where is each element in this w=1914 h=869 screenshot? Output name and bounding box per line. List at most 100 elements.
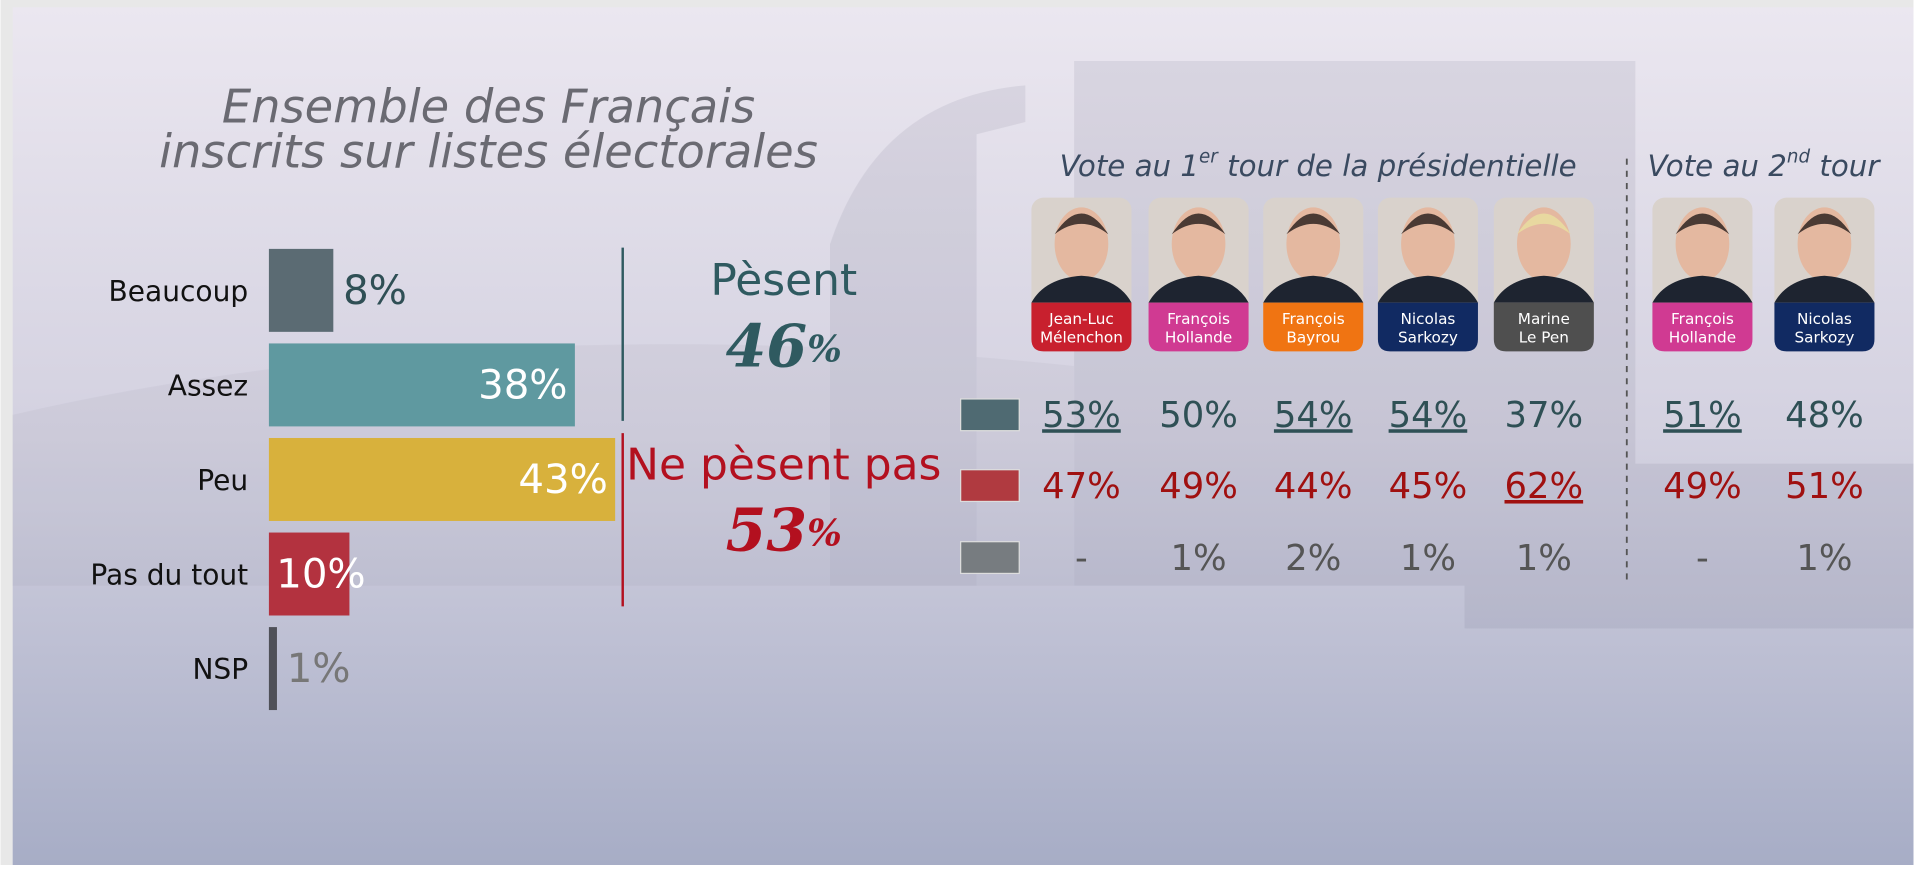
candidate-name: Marine	[1518, 310, 1570, 328]
table-cell: 37%	[1505, 395, 1584, 436]
value-label: 8%	[343, 268, 407, 314]
table-cell: 50%	[1159, 395, 1238, 436]
photo-suit	[1148, 275, 1249, 303]
legend-swatch	[960, 541, 1020, 575]
candidate-name: François	[1282, 310, 1345, 328]
photo-suit	[1031, 275, 1132, 303]
table-cell: 1%	[1400, 538, 1456, 579]
bar	[268, 532, 350, 616]
title-line: Ensemble des Français	[222, 79, 755, 133]
category-label: Peu	[197, 464, 248, 497]
table-cell: 44%	[1274, 466, 1353, 507]
header-sup: nd	[1787, 146, 1811, 167]
candidate-name: Sarkozy	[1398, 328, 1458, 346]
category-label: Pas du tout	[90, 558, 248, 591]
name-badge	[1377, 302, 1478, 352]
category-label: Beaucoup	[109, 275, 249, 308]
table-cell: -	[1696, 538, 1709, 579]
title-line: inscrits sur listes électorales	[159, 124, 818, 178]
table-header: Vote au 2nd tour	[1647, 146, 1881, 182]
candidate-name: Sarkozy	[1794, 328, 1854, 346]
header-text: tour de la présidentielle	[1218, 149, 1577, 183]
candidate-name: Hollande	[1669, 328, 1736, 346]
photo-hair	[1675, 213, 1730, 235]
table-cell: 45%	[1389, 466, 1468, 507]
bar	[268, 248, 334, 332]
table-cell: 1%	[1796, 538, 1852, 579]
table-cell: 49%	[1663, 466, 1742, 507]
name-badge	[1031, 302, 1132, 352]
name-badge	[1774, 302, 1875, 352]
value-label: 1%	[287, 646, 351, 692]
photo-hair	[1286, 213, 1341, 235]
photo-hair	[1797, 213, 1852, 235]
table-cell: 2%	[1285, 538, 1341, 579]
candidate-name: Hollande	[1165, 328, 1232, 346]
legend-swatch	[960, 469, 1020, 503]
photo-suit	[1774, 275, 1875, 303]
header-sup: er	[1199, 146, 1219, 167]
table-cell: 53%	[1042, 395, 1121, 436]
candidate-name: Bayrou	[1286, 328, 1340, 346]
candidate-name: Nicolas	[1400, 310, 1455, 328]
category-label: NSP	[192, 653, 248, 686]
name-badge	[1493, 302, 1594, 352]
candidate-name: Le Pen	[1519, 328, 1569, 346]
candidate-name: Nicolas	[1797, 310, 1852, 328]
summary-unit: %	[807, 511, 842, 554]
legend-swatch	[960, 398, 1020, 432]
photo-hair	[1516, 213, 1571, 235]
value-label: 38%	[478, 362, 567, 408]
candidate-name: François	[1671, 310, 1734, 328]
table-header: Vote au 1er tour de la présidentielle	[1060, 146, 1577, 182]
table-cell: 54%	[1389, 395, 1468, 436]
candidate-name: Mélenchon	[1040, 328, 1123, 346]
bar	[268, 627, 277, 711]
table-cell: 51%	[1663, 395, 1742, 436]
summary-value: 46%	[726, 311, 842, 380]
candidate-name: François	[1167, 310, 1230, 328]
value-label: 10%	[276, 551, 365, 597]
header-text: tour	[1810, 149, 1881, 183]
background	[12, 7, 1914, 865]
table-cell: 49%	[1159, 466, 1238, 507]
photo-suit	[1263, 275, 1364, 303]
category-label: Assez	[168, 369, 248, 402]
summary-label: Ne pèsent pas	[626, 439, 941, 490]
table-cell: -	[1075, 538, 1088, 579]
bar	[268, 343, 575, 427]
summary-value: 53%	[726, 496, 842, 565]
photo-suit	[1652, 275, 1753, 303]
table-cell: 47%	[1042, 466, 1121, 507]
bar	[268, 437, 616, 521]
table-cell: 1%	[1516, 538, 1572, 579]
table-cell: 62%	[1505, 466, 1584, 507]
summary-unit: %	[807, 327, 842, 370]
photo-hair	[1401, 213, 1455, 235]
table-cell: 54%	[1274, 395, 1353, 436]
photo-suit	[1377, 275, 1478, 303]
name-badge	[1652, 302, 1753, 352]
header-text: Vote au 2	[1647, 149, 1786, 183]
photo-hair	[1054, 213, 1109, 235]
table-cell: 48%	[1785, 395, 1864, 436]
name-badge	[1263, 302, 1364, 352]
summary-number: 46	[726, 311, 807, 380]
summary-label: Pèsent	[710, 255, 857, 306]
table-cell: 51%	[1785, 466, 1864, 507]
summary-number: 53	[726, 496, 807, 565]
header-text: Vote au 1	[1060, 149, 1199, 183]
photo-hair	[1171, 213, 1226, 235]
name-badge	[1148, 302, 1249, 352]
photo-suit	[1493, 275, 1594, 303]
candidate-name: Jean-Luc	[1048, 310, 1114, 328]
table-cell: 1%	[1171, 538, 1227, 579]
